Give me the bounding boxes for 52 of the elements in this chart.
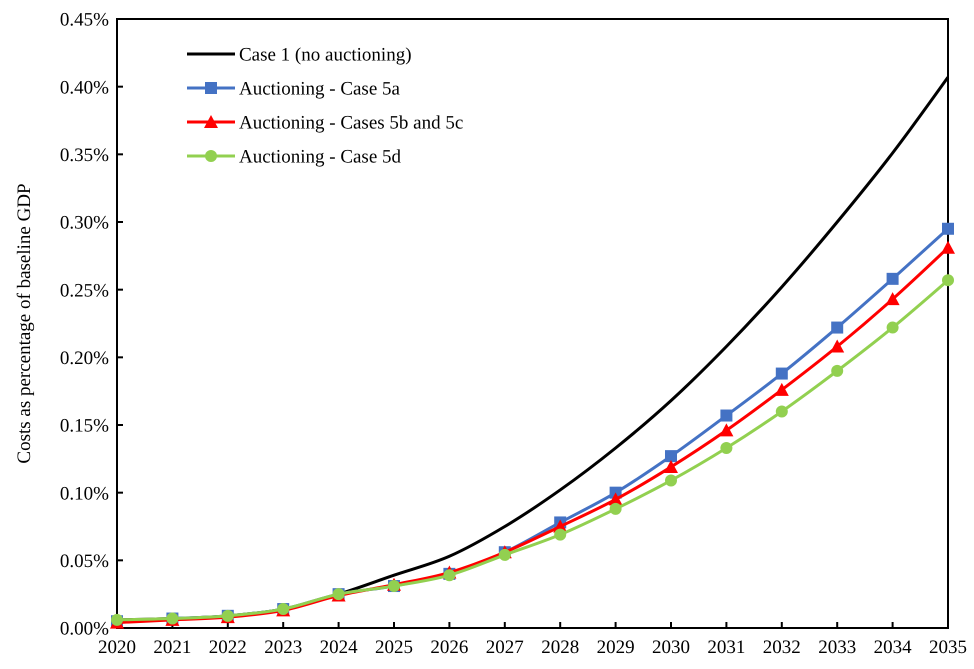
point <box>942 222 954 235</box>
x-tick-label: 2020 <box>98 637 136 658</box>
point <box>498 548 511 561</box>
x-tick-label: 2035 <box>929 637 967 658</box>
point <box>610 502 622 515</box>
y-tick-label: 0.20% <box>60 348 110 369</box>
x-tick-label: 2029 <box>596 637 635 658</box>
point <box>886 292 900 306</box>
point <box>831 364 844 377</box>
y-tick-label: 0.30% <box>60 212 110 234</box>
point <box>719 423 734 436</box>
point <box>776 405 788 418</box>
x-tick-label: 2027 <box>486 637 524 658</box>
x-tick-label: 2034 <box>874 637 912 658</box>
y-tick-label: 0.10% <box>60 483 110 504</box>
x-tick-label: 2030 <box>652 637 690 658</box>
point <box>720 442 732 454</box>
legend-label: Auctioning - Cases 5b and 5c <box>239 112 464 134</box>
x-tick-label: 2026 <box>430 637 468 658</box>
legend-label: Case 1 (no auctioning) <box>239 44 412 66</box>
y-axis-title: Costs as percentage of baseline GDP <box>14 183 35 464</box>
point <box>665 450 677 462</box>
point <box>886 272 899 285</box>
y-tick-label: 0.40% <box>60 77 110 98</box>
point <box>720 410 732 422</box>
legend-label: Auctioning - Case 5a <box>239 78 400 100</box>
x-tick-label: 2031 <box>707 637 746 658</box>
point <box>942 274 954 286</box>
x-tick-label: 2028 <box>541 637 580 658</box>
point <box>941 240 955 254</box>
x-tick-label: 2024 <box>320 637 358 658</box>
y-tick-label: 0.00% <box>60 618 110 640</box>
x-tick-label: 2033 <box>818 637 856 658</box>
y-tick-label: 0.25% <box>60 280 110 302</box>
x-tick-label: 2032 <box>762 637 801 658</box>
point <box>831 322 844 334</box>
legend-label: Auctioning - Case 5d <box>239 146 402 168</box>
y-tick-label: 0.45% <box>60 10 110 31</box>
x-tick-label: 2023 <box>264 637 302 658</box>
y-tick-label: 0.05% <box>60 550 110 572</box>
point <box>774 382 789 396</box>
y-tick-label: 0.15% <box>60 416 110 437</box>
point <box>776 368 788 380</box>
x-tick-label: 2021 <box>153 637 192 658</box>
point <box>665 474 677 486</box>
point <box>830 340 844 353</box>
point <box>664 460 678 473</box>
y-tick-label: 0.35% <box>60 144 110 166</box>
x-tick-label: 2025 <box>375 637 413 658</box>
point <box>554 528 566 541</box>
point <box>886 322 899 334</box>
x-tick-label: 2022 <box>208 637 247 658</box>
